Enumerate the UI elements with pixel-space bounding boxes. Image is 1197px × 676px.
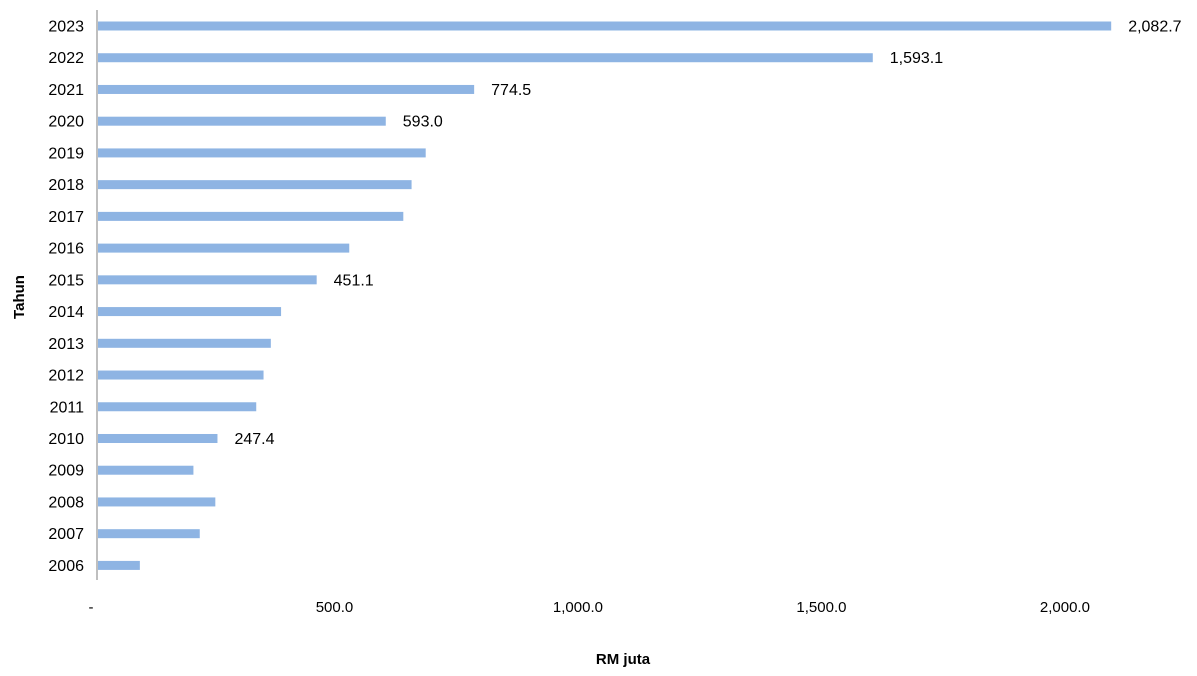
bar-2006 xyxy=(97,560,140,570)
y-tick-label-2010: 2010 xyxy=(48,431,84,448)
y-tick-label-2015: 2015 xyxy=(48,272,84,289)
y-tick-label-2008: 2008 xyxy=(48,494,84,511)
y-tick-label-2007: 2007 xyxy=(48,526,84,543)
x-tick-label: - xyxy=(89,599,94,616)
y-tick-label-2012: 2012 xyxy=(48,368,84,385)
y-tick-label-2017: 2017 xyxy=(48,209,84,226)
y-tick-label-2009: 2009 xyxy=(48,463,84,480)
bar-2018 xyxy=(97,180,412,190)
bar-2015 xyxy=(97,275,317,285)
y-tick-label-2023: 2023 xyxy=(48,19,84,36)
bar-2011 xyxy=(97,402,257,412)
y-tick-label-2020: 2020 xyxy=(48,114,84,131)
bar-2010 xyxy=(97,433,218,443)
y-axis-title: Tahun xyxy=(11,275,28,319)
bar-2023 xyxy=(97,21,1112,31)
bar-2014 xyxy=(97,307,282,317)
data-label-2021: 774.5 xyxy=(491,82,531,99)
data-label-2020: 593.0 xyxy=(403,114,443,131)
x-tick-label: 1,500.0 xyxy=(796,599,846,616)
x-tick-label: 1,000.0 xyxy=(553,599,603,616)
data-label-2022: 1,593.1 xyxy=(890,50,943,67)
bar-2008 xyxy=(97,497,216,507)
data-label-2015: 451.1 xyxy=(334,272,374,289)
bar-2007 xyxy=(97,529,200,539)
y-tick-label-2018: 2018 xyxy=(48,177,84,194)
y-tick-label-2021: 2021 xyxy=(48,82,84,99)
y-tick-label-2019: 2019 xyxy=(48,145,84,162)
y-tick-label-2016: 2016 xyxy=(48,241,84,258)
bar-2020 xyxy=(97,116,386,126)
bar-2017 xyxy=(97,211,404,221)
data-label-2010: 247.4 xyxy=(234,431,274,448)
data-label-2023: 2,082.7 xyxy=(1128,19,1181,36)
bars-layer xyxy=(97,21,1112,570)
x-tick-label: 500.0 xyxy=(316,599,354,616)
bar-2016 xyxy=(97,243,350,253)
data-labels-layer: 247.4 451.1 593.0 774.5 1,593.1 2,082.7 xyxy=(234,19,1181,448)
y-tick-labels: 2006 2007 2008 2009 2010 2011 2012 2013 2014 2015… xyxy=(48,19,84,575)
y-tick-label-2011: 2011 xyxy=(50,399,85,416)
bar-2019 xyxy=(97,148,426,158)
bar-2013 xyxy=(97,338,271,348)
y-tick-label-2014: 2014 xyxy=(48,304,84,321)
y-tick-label-2022: 2022 xyxy=(48,50,84,67)
x-axis-title: RM juta xyxy=(596,651,651,668)
x-tick-label: 2,000.0 xyxy=(1040,599,1090,616)
x-tick-labels: - 500.0 1,000.0 1,500.0 2,000.0 xyxy=(89,599,1090,616)
y-tick-label-2006: 2006 xyxy=(48,558,84,575)
bar-2021 xyxy=(97,84,475,94)
bar-2022 xyxy=(97,53,873,63)
bar-2009 xyxy=(97,465,194,475)
y-tick-label-2013: 2013 xyxy=(48,336,84,353)
bar-2012 xyxy=(97,370,264,380)
